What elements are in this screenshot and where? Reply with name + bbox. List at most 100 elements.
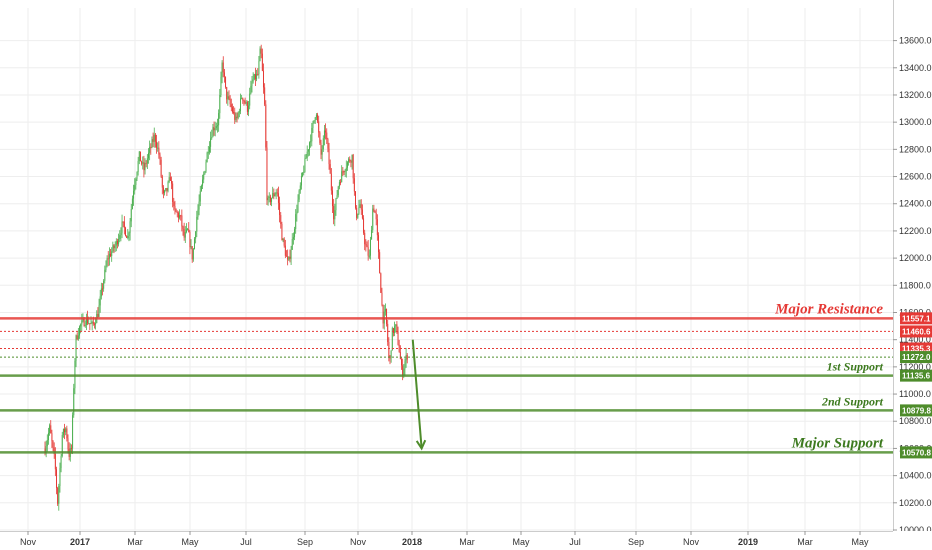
candle: [364, 229, 366, 251]
candle: [222, 56, 224, 78]
candle: [91, 320, 93, 331]
candle: [380, 272, 382, 294]
candle-body: [220, 76, 222, 96]
candle: [239, 93, 241, 115]
level-price-tag: [900, 369, 932, 382]
candle-body: [350, 161, 352, 163]
candle-body: [176, 211, 178, 214]
candle: [260, 44, 262, 59]
y-tick-label: 12400.0: [899, 199, 932, 209]
candle: [106, 255, 108, 268]
candle: [242, 97, 244, 104]
candle: [254, 67, 256, 86]
candle-body: [146, 158, 148, 164]
candle: [84, 320, 86, 328]
level-price-tag: [900, 325, 932, 338]
candle: [333, 198, 335, 225]
candle: [303, 165, 305, 176]
candle: [55, 466, 57, 495]
candle-body: [72, 415, 74, 449]
candle: [348, 157, 350, 166]
candle-body: [315, 114, 317, 118]
candle: [237, 111, 239, 120]
candle-body: [241, 97, 243, 99]
level-price-tag: [900, 312, 932, 325]
candle-body: [139, 151, 141, 162]
candle-body: [91, 321, 93, 324]
candle: [405, 347, 407, 368]
candle-body: [392, 328, 394, 334]
candle: [235, 112, 237, 123]
candle: [340, 179, 342, 186]
candle-body: [275, 192, 277, 195]
candle: [172, 181, 174, 208]
candle: [304, 154, 306, 173]
candle-body: [210, 138, 212, 147]
candle-body: [203, 174, 205, 180]
candle: [73, 383, 75, 418]
candle-body: [288, 256, 290, 260]
candle-body: [251, 81, 253, 86]
candle: [302, 172, 304, 178]
candle-body: [70, 448, 72, 450]
candle: [184, 226, 186, 244]
x-axis[interactable]: Nov 2017 Mar May Jul Sep Nov 2018 Mar May Jul Sep No…: [0, 531, 932, 550]
candle-body: [294, 229, 296, 238]
candle: [261, 48, 263, 72]
candle-body: [149, 146, 151, 153]
candle-body: [214, 128, 216, 131]
candle-body: [333, 206, 335, 220]
candle-body: [389, 357, 391, 359]
candle: [191, 246, 193, 263]
candle-body: [50, 425, 52, 434]
candle-body: [281, 223, 283, 241]
candle: [176, 210, 178, 218]
candle: [277, 186, 279, 210]
candle: [67, 434, 69, 454]
candle-body: [153, 134, 155, 142]
candle-body: [213, 127, 215, 131]
candle-body: [230, 104, 232, 108]
candle: [376, 214, 378, 241]
x-tick-label: Nov: [350, 537, 367, 547]
candle: [223, 68, 225, 83]
candle: [114, 241, 116, 252]
candle-body: [384, 308, 386, 312]
candle-body: [323, 130, 325, 139]
y-axis[interactable]: 13600.0 13400.0 13200.0 13000.0 12800.0 12600…: [893, 0, 932, 550]
candle: [360, 199, 362, 215]
candle-body: [144, 163, 146, 171]
candle: [182, 225, 184, 236]
candle-body: [376, 219, 378, 236]
candle: [400, 357, 402, 370]
candle-body: [336, 195, 338, 199]
candle: [354, 191, 356, 210]
candle: [174, 200, 176, 215]
candle: [373, 204, 375, 213]
candle: [312, 120, 314, 134]
candle-body: [202, 179, 204, 186]
candle-body: [373, 208, 375, 211]
candle-body: [256, 73, 258, 80]
candle: [173, 197, 175, 211]
candle-body: [330, 173, 332, 191]
candle: [59, 462, 61, 493]
candle-body: [354, 191, 356, 208]
candle: [122, 221, 124, 228]
annotation-label: 2nd Support: [821, 394, 884, 408]
candle: [349, 156, 351, 163]
candle-body: [219, 95, 221, 114]
candle-body: [243, 100, 245, 102]
candle-body: [168, 177, 170, 182]
candle: [406, 353, 408, 364]
candle-body: [395, 324, 397, 327]
candle-body: [305, 157, 307, 159]
candle-body: [375, 212, 377, 220]
candle-body: [327, 139, 329, 149]
candle: [99, 289, 101, 313]
candle-body: [380, 273, 382, 293]
annotation-label: 1st Support: [827, 360, 884, 374]
candle-body: [264, 87, 266, 105]
